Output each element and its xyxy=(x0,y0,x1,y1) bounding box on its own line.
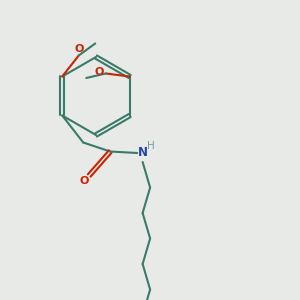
Text: N: N xyxy=(138,146,148,159)
Text: O: O xyxy=(74,44,84,54)
Text: O: O xyxy=(79,176,88,186)
Text: O: O xyxy=(94,67,104,77)
Text: H: H xyxy=(147,141,154,152)
